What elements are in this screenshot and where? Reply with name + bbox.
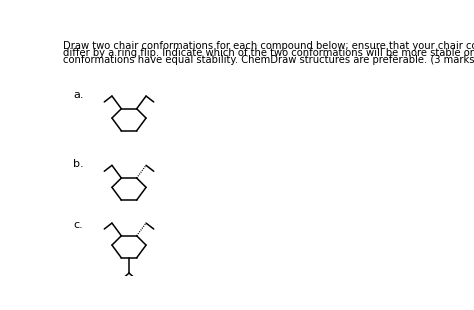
Text: a.: a. [73, 90, 84, 100]
Text: conformations have equal stability. ChemDraw structures are preferable. (3 marks: conformations have equal stability. Chem… [63, 55, 474, 65]
Text: differ by a ring flip. Indicate which of the two conformations will be more stab: differ by a ring flip. Indicate which of… [63, 48, 474, 58]
Text: c.: c. [73, 220, 83, 230]
Text: b.: b. [73, 159, 84, 169]
Text: Draw two chair conformations for each compound below; ensure that your chair con: Draw two chair conformations for each co… [63, 41, 474, 51]
